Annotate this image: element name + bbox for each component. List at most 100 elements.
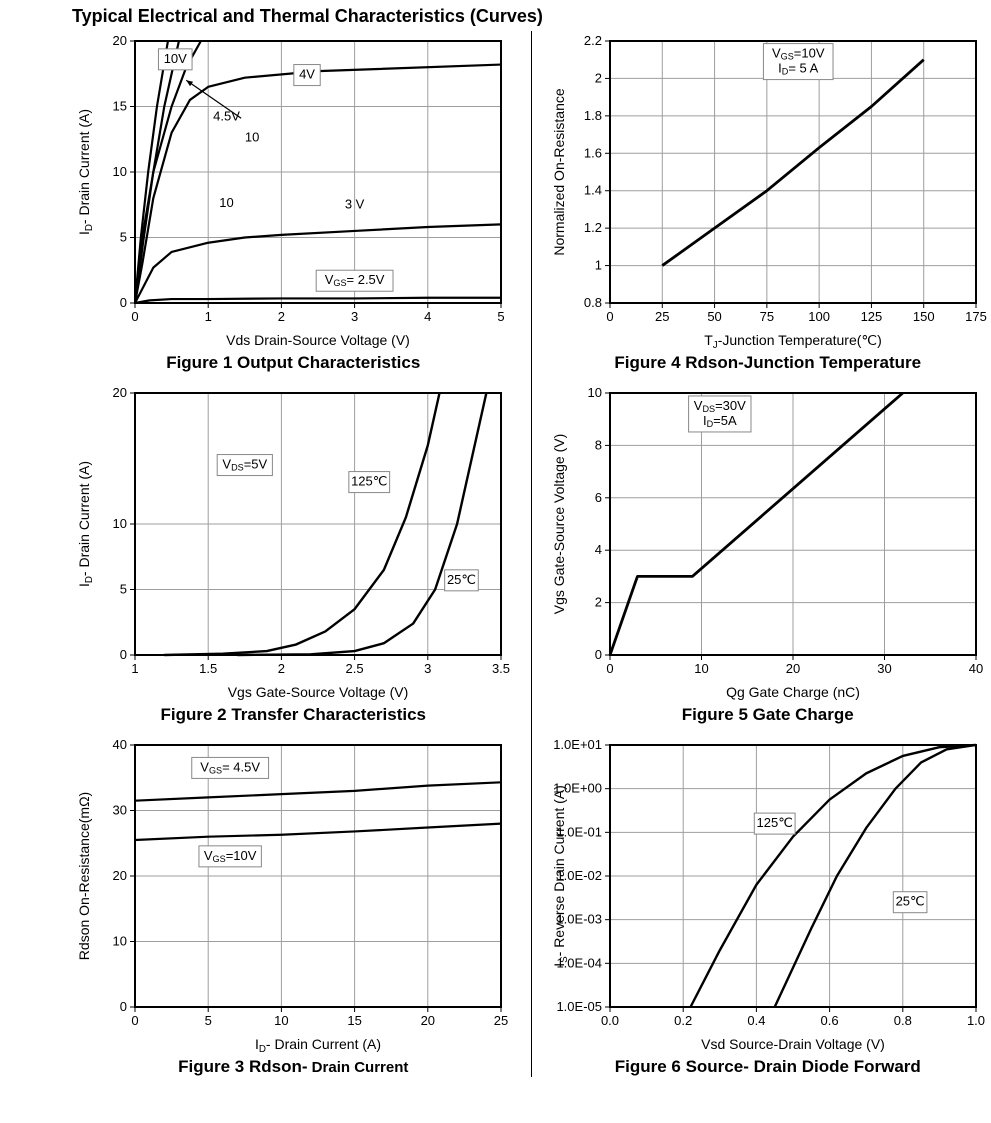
svg-text:1: 1 [205,309,212,324]
svg-text:10: 10 [113,934,127,949]
svg-text:10: 10 [694,661,708,676]
svg-text:2.5: 2.5 [346,661,364,676]
figure-2: 11.522.533.5051020Vgs Gate-Source Voltag… [70,383,531,725]
svg-text:3 V: 3 V [345,196,365,211]
column-divider [531,31,532,1077]
svg-text:25℃: 25℃ [895,894,924,909]
svg-text:2: 2 [278,661,285,676]
svg-text:Qg Gate Charge (nC): Qg Gate Charge (nC) [726,684,860,700]
svg-text:4V: 4V [299,67,315,82]
svg-text:10: 10 [220,195,234,210]
svg-text:75: 75 [759,309,773,324]
svg-text:0: 0 [120,999,127,1014]
svg-text:15: 15 [348,1013,362,1028]
fig3-caption-main: Figure 3 Rdson- [178,1057,307,1076]
svg-text:10: 10 [113,164,127,179]
svg-text:10: 10 [245,129,259,144]
svg-text:10: 10 [274,1013,288,1028]
svg-text:0.0: 0.0 [601,1013,619,1028]
svg-text:Vsd Source-Drain Voltage (V): Vsd Source-Drain Voltage (V) [701,1036,885,1052]
fig2-caption: Figure 2 Transfer Characteristics [70,705,517,725]
svg-text:125℃: 125℃ [756,815,792,830]
figure-6: 0.00.20.40.60.81.01.0E-051.0E-041.0E-031… [531,735,991,1077]
svg-text:1.2: 1.2 [584,220,602,235]
svg-text:0: 0 [120,647,127,662]
svg-text:175: 175 [965,309,987,324]
svg-text:0: 0 [132,309,139,324]
svg-text:125℃: 125℃ [351,474,387,489]
figure-5: 0102030400246810Qg Gate Charge (nC)Vgs G… [531,383,991,725]
svg-text:0.6: 0.6 [820,1013,838,1028]
svg-text:0: 0 [606,309,613,324]
fig4-caption: Figure 4 Rdson-Junction Temperature [545,353,991,373]
svg-text:Vds Drain-Source Voltage (V): Vds Drain-Source Voltage (V) [226,332,410,348]
svg-text:Vgs Gate-Source Voltage (V): Vgs Gate-Source Voltage (V) [228,684,409,700]
svg-text:1.8: 1.8 [584,108,602,123]
svg-text:Normalized On-Resistance: Normalized On-Resistance [551,88,567,255]
svg-text:Rdson On-Resistance(mΩ): Rdson On-Resistance(mΩ) [76,792,92,960]
fig1-caption: Figure 1 Output Characteristics [70,353,517,373]
svg-text:VGS=10V: VGS=10V [772,46,825,62]
charts-grid: 01234505101520Vds Drain-Source Voltage (… [70,31,991,1077]
svg-text:1.5: 1.5 [199,661,217,676]
svg-text:5: 5 [498,309,505,324]
svg-text:1.0E-05: 1.0E-05 [556,999,602,1014]
svg-text:4: 4 [595,542,602,557]
svg-text:2: 2 [278,309,285,324]
svg-text:30: 30 [877,661,891,676]
svg-text:0.8: 0.8 [584,295,602,310]
svg-text:4.5V: 4.5V [213,108,240,123]
svg-text:2: 2 [595,70,602,85]
svg-text:25: 25 [655,309,669,324]
svg-text:3: 3 [351,309,358,324]
figure-3: 0510152025010203040ID- Drain Current (A)… [70,735,531,1077]
svg-text:25℃: 25℃ [447,572,476,587]
svg-text:10: 10 [587,385,601,400]
svg-text:25: 25 [494,1013,508,1028]
svg-text:0: 0 [132,1013,139,1028]
svg-text:5: 5 [205,1013,212,1028]
page-title: Typical Electrical and Thermal Character… [72,6,991,27]
svg-text:1.0: 1.0 [967,1013,985,1028]
svg-text:40: 40 [969,661,983,676]
svg-text:4: 4 [424,309,431,324]
svg-text:6: 6 [595,490,602,505]
svg-text:1: 1 [132,661,139,676]
svg-text:TJ-Junction Temperature(℃): TJ-Junction Temperature(℃) [704,332,882,351]
svg-text:VDS=30V: VDS=30V [694,398,746,414]
svg-text:ID- Drain Current (A): ID- Drain Current (A) [255,1036,381,1055]
svg-text:0: 0 [120,295,127,310]
svg-text:100: 100 [808,309,830,324]
svg-text:VDS=5V: VDS=5V [223,457,268,473]
svg-text:0: 0 [606,661,613,676]
svg-text:20: 20 [113,385,127,400]
svg-text:0.8: 0.8 [894,1013,912,1028]
fig3-chart: 0510152025010203040ID- Drain Current (A)… [73,735,513,1055]
fig1-chart: 01234505101520Vds Drain-Source Voltage (… [73,31,513,351]
svg-text:ID- Drain Current (A): ID- Drain Current (A) [76,461,95,587]
svg-text:2: 2 [595,595,602,610]
svg-text:8: 8 [595,437,602,452]
svg-text:1.4: 1.4 [584,183,602,198]
fig5-chart: 0102030400246810Qg Gate Charge (nC)Vgs G… [548,383,988,703]
fig6-chart: 0.00.20.40.60.81.01.0E-051.0E-041.0E-031… [548,735,988,1055]
fig3-caption: Figure 3 Rdson- Drain Current [70,1057,517,1077]
svg-text:0: 0 [595,647,602,662]
svg-text:3.5: 3.5 [492,661,510,676]
svg-text:10V: 10V [164,51,187,66]
svg-text:150: 150 [913,309,935,324]
fig3-caption-sub: Drain Current [308,1059,409,1076]
svg-text:15: 15 [113,99,127,114]
fig4-chart: 02550751001251501750.811.21.41.61.822.2T… [548,31,988,351]
svg-text:2.2: 2.2 [584,33,602,48]
figure-1: 01234505101520Vds Drain-Source Voltage (… [70,31,531,373]
svg-text:0.4: 0.4 [747,1013,765,1028]
svg-text:30: 30 [113,803,127,818]
svg-text:20: 20 [113,868,127,883]
svg-text:50: 50 [707,309,721,324]
svg-text:5: 5 [120,582,127,597]
svg-text:20: 20 [113,33,127,48]
svg-text:3: 3 [424,661,431,676]
fig2-chart: 11.522.533.5051020Vgs Gate-Source Voltag… [73,383,513,703]
svg-text:1: 1 [595,258,602,273]
